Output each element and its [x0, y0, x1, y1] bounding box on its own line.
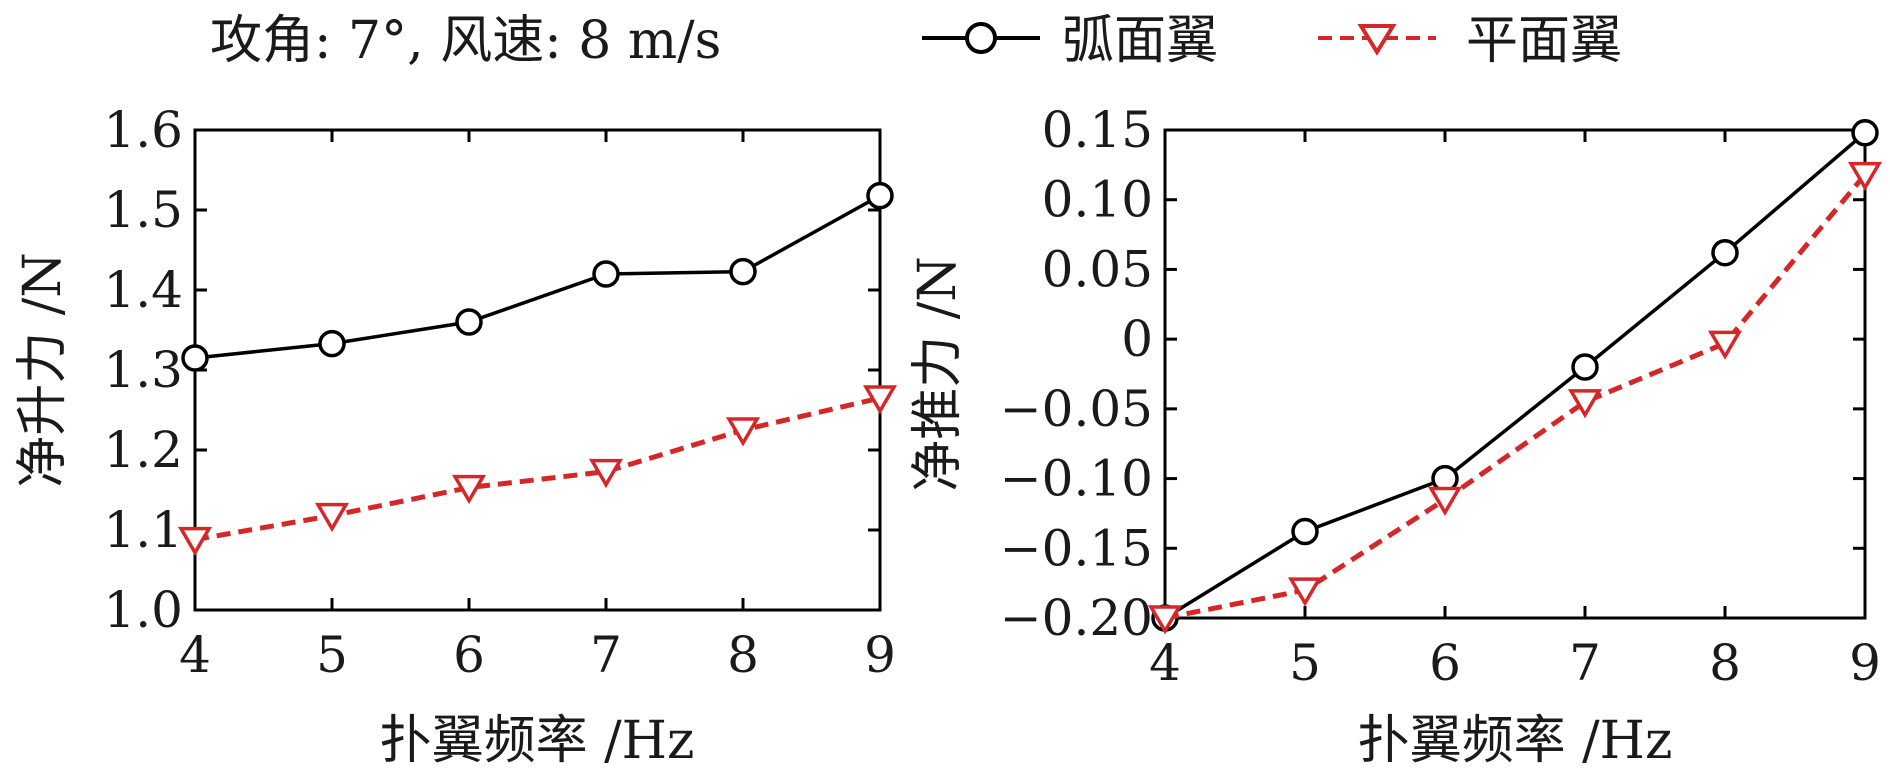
lift-point-flat-wing-8	[725, 417, 761, 447]
lift-series-line-curved-wing	[194, 194, 881, 360]
lift-point-flat-wing-6	[451, 474, 487, 505]
lift-plot-frame	[193, 128, 882, 612]
thrust-x-tick-label-6: 6	[1429, 634, 1461, 692]
legend-title: 攻角: 7°, 风速: 8 m/s	[210, 11, 721, 71]
lift-y-tick-label-1-2: 1.2	[103, 421, 183, 479]
thrust-point-flat-wing-6	[1427, 486, 1463, 516]
lift-x-axis: 4 5 6 7 8 9	[179, 130, 896, 684]
lift-series	[177, 181, 898, 557]
legend-marker-flat-wing	[1357, 24, 1397, 56]
thrust-x-tick-label-9: 9	[1849, 634, 1881, 692]
thrust-y-axis-title: 净推力 /N	[908, 256, 968, 492]
lift-y-tick-label-1-5: 1.5	[103, 181, 183, 239]
thrust-y-axis: −0.20 −0.15 −0.10 −0.05 0 0.05 0.10 0.15	[1000, 101, 1865, 647]
thrust-point-curved-wing-5	[1291, 517, 1319, 546]
lift-point-curved-wing-9	[866, 181, 894, 210]
thrust-y-tick-label-0-05: 0.05	[1042, 240, 1153, 298]
legend-marker-curved-wing	[965, 22, 997, 54]
thrust-point-flat-wing-5	[1287, 577, 1323, 607]
lift-x-tick-label-4: 4	[179, 626, 211, 684]
lift-y-tick-label-1-1: 1.1	[103, 501, 183, 559]
lift-y-tick-label-1-3: 1.3	[103, 341, 183, 399]
lift-y-tick-label-1-0: 1.0	[103, 581, 183, 639]
lift-point-curved-wing-8	[729, 257, 757, 286]
lift-point-curved-wing-6	[455, 308, 483, 336]
thrust-y-tick-label-0: 0	[1121, 310, 1153, 368]
thrust-y-tick-label-0-15: −0.15	[1000, 519, 1153, 577]
thrust-y-tick-label-0-05: −0.05	[1000, 380, 1153, 438]
thrust-series-line-flat-wing	[1164, 173, 1867, 621]
thrust-panel: −0.20 −0.15 −0.10 −0.05 0 0.05 0.10 0.15 4 5 6 7 8 9…	[908, 101, 1883, 771]
lift-x-tick-label-7: 7	[590, 626, 622, 684]
lift-point-flat-wing-9	[862, 385, 898, 415]
thrust-y-tick-label-0-15: 0.15	[1042, 101, 1153, 159]
legend-label-curved-wing: 弧面翼	[1062, 11, 1218, 71]
thrust-point-flat-wing-9	[1847, 161, 1883, 192]
lift-point-curved-wing-4	[181, 344, 209, 372]
thrust-plot-frame	[1163, 128, 1867, 620]
legend-item-curved-wing: 弧面翼	[922, 11, 1218, 71]
thrust-x-tick-label-7: 7	[1569, 634, 1601, 692]
lift-x-tick-label-8: 8	[727, 626, 759, 684]
lift-point-flat-wing-5	[314, 502, 350, 533]
lift-x-axis-title: 扑翼频率 /Hz	[380, 711, 695, 771]
thrust-y-tick-label-0-10: −0.10	[1000, 450, 1153, 508]
legend-label-flat-wing: 平面翼	[1466, 11, 1622, 71]
thrust-point-flat-wing-7	[1567, 389, 1603, 419]
lift-panel: 1.0 1.1 1.2 1.3 1.4 1.5 1.6 4 5 6 7 8 9 扑翼频率 /Hz 净升…	[13, 101, 898, 771]
thrust-x-tick-label-5: 5	[1289, 634, 1321, 692]
thrust-y-tick-label-0-20: −0.20	[1000, 589, 1153, 647]
thrust-point-curved-wing-7	[1571, 353, 1599, 381]
thrust-x-tick-label-8: 8	[1709, 634, 1741, 692]
lift-point-flat-wing-4	[177, 526, 213, 557]
lift-point-curved-wing-5	[318, 329, 346, 358]
thrust-point-curved-wing-8	[1711, 238, 1739, 267]
thrust-point-curved-wing-9	[1851, 119, 1879, 147]
lift-y-tick-label-1-4: 1.4	[103, 261, 183, 319]
thrust-x-axis-title: 扑翼频率 /Hz	[1358, 711, 1673, 771]
lift-x-tick-label-6: 6	[453, 626, 485, 684]
lift-series-line-flat-wing	[194, 395, 881, 543]
legend-item-flat-wing: 平面翼	[1318, 11, 1622, 71]
lift-point-curved-wing-7	[592, 260, 620, 288]
thrust-x-axis: 4 5 6 7 8 9	[1149, 130, 1881, 692]
lift-y-axis: 1.0 1.1 1.2 1.3 1.4 1.5 1.6	[103, 101, 880, 639]
lift-point-flat-wing-7	[588, 458, 624, 489]
thrust-point-flat-wing-8	[1707, 330, 1743, 360]
thrust-x-tick-label-4: 4	[1149, 634, 1181, 692]
thrust-series-line-curved-wing	[1164, 131, 1867, 620]
thrust-point-flat-wing-4	[1147, 605, 1183, 635]
lift-x-tick-label-9: 9	[864, 626, 896, 684]
thrust-series	[1147, 119, 1883, 635]
lift-y-tick-label-1-6: 1.6	[103, 101, 183, 159]
thrust-y-tick-label-0-10: 0.10	[1042, 171, 1153, 229]
legend: 攻角: 7°, 风速: 8 m/s 弧面翼 平面翼	[210, 11, 1622, 71]
lift-y-axis-title: 净升力 /N	[13, 252, 73, 488]
lift-x-tick-label-5: 5	[316, 626, 348, 684]
